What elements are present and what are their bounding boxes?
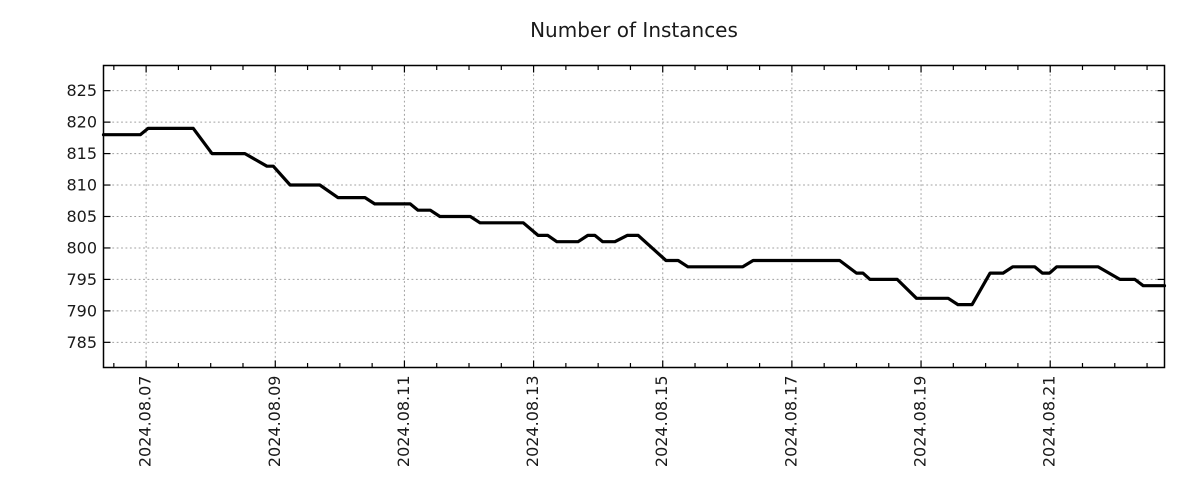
svg-text:2024.08.13: 2024.08.13 [523,376,542,468]
svg-text:805: 805 [66,207,97,226]
svg-text:795: 795 [66,270,97,289]
svg-text:2024.08.11: 2024.08.11 [394,376,413,468]
plot-border [102,64,1166,369]
svg-text:2024.08.21: 2024.08.21 [1040,376,1059,468]
y-tick-labels: 785 790 795 800 805 810 815 820 825 [66,81,97,352]
svg-text:2024.08.09: 2024.08.09 [265,376,284,468]
gridlines [103,65,1165,368]
svg-text:800: 800 [66,238,97,257]
svg-text:810: 810 [66,176,97,195]
svg-text:820: 820 [66,113,97,132]
svg-text:815: 815 [66,144,97,163]
svg-text:785: 785 [66,333,97,352]
svg-text:2024.08.07: 2024.08.07 [136,376,155,468]
svg-text:2024.08.17: 2024.08.17 [781,376,800,468]
svg-text:825: 825 [66,81,97,100]
svg-text:2024.08.19: 2024.08.19 [911,376,930,468]
x-tick-labels: 2024.08.07 2024.08.09 2024.08.11 2024.08.13… [136,376,1059,468]
svg-text:2024.08.15: 2024.08.15 [652,376,671,468]
svg-text:790: 790 [66,301,97,320]
series-line-instances [101,126,1167,307]
chart-title: Number of Instances [530,18,738,42]
